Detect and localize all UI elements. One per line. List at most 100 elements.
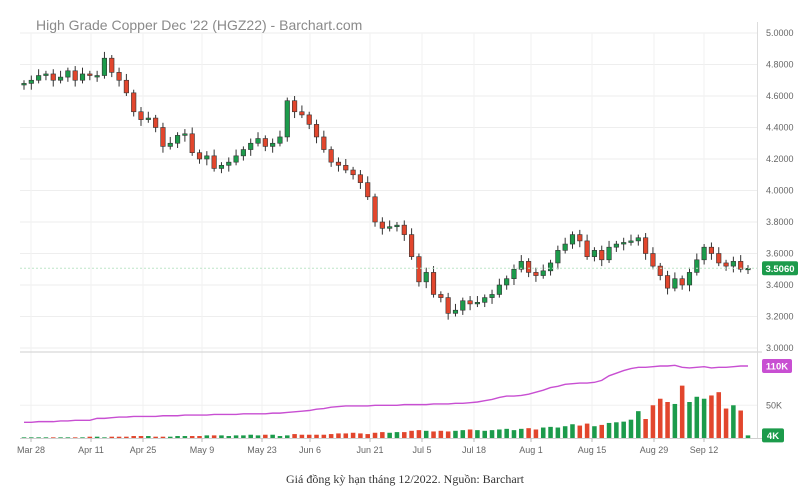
candle	[569, 231, 576, 249]
volume-bar	[124, 436, 129, 438]
x-tick-label: Sep 12	[690, 445, 719, 455]
volume-bar	[709, 395, 714, 438]
volume-bar	[540, 427, 546, 438]
candle	[452, 303, 459, 317]
volume-bar	[657, 398, 663, 438]
volume-bar	[592, 426, 597, 438]
volume-bar	[380, 432, 385, 438]
candle	[394, 222, 400, 232]
volume-bar	[402, 432, 407, 438]
volume-bar	[182, 436, 188, 438]
volume-bar	[211, 435, 217, 438]
volume-bar	[204, 435, 210, 438]
volume-bar	[241, 435, 246, 438]
candle	[270, 138, 276, 153]
candle	[686, 267, 693, 292]
volume-bar	[438, 430, 444, 438]
candle	[657, 262, 663, 281]
volume-bar	[519, 428, 524, 438]
y-tick-label: 4.4000	[766, 123, 794, 133]
candle	[387, 220, 393, 232]
volume-bar	[189, 436, 195, 438]
candle	[738, 255, 744, 273]
candle	[613, 240, 619, 252]
volume-bar	[599, 424, 605, 438]
candle	[635, 234, 641, 246]
y-tick-label: 3.6000	[766, 249, 794, 259]
candle	[335, 157, 342, 172]
volume-bar	[687, 402, 692, 438]
candle	[211, 149, 217, 172]
candle	[401, 220, 407, 241]
volume-bar	[562, 426, 568, 438]
candle	[182, 129, 188, 142]
volume-bar	[167, 436, 173, 438]
y-tick-label: 3.8000	[766, 217, 794, 227]
volume-bar	[102, 437, 107, 438]
candle	[145, 111, 151, 123]
candle	[204, 151, 210, 166]
volume-bar	[650, 405, 656, 438]
x-tick-label: Apr 25	[130, 445, 157, 455]
candle	[94, 70, 100, 82]
candle	[423, 267, 429, 289]
volume-bar	[285, 435, 290, 438]
candle	[255, 132, 261, 147]
volume-bar	[701, 398, 707, 438]
axis-layer: 5.0000 4.8000 4.6000 4.4000 4.2000 4.0000 3.80…	[17, 22, 798, 455]
candle	[577, 229, 583, 248]
volume-bar	[226, 436, 232, 438]
candle	[547, 259, 554, 276]
volume-bar	[314, 434, 319, 438]
volume-bar	[475, 430, 480, 438]
volume-bar	[723, 408, 729, 438]
candle	[248, 138, 254, 156]
candle	[365, 176, 371, 200]
volume-bar	[716, 392, 722, 438]
volume-bar	[548, 426, 553, 438]
candle	[504, 275, 510, 290]
candle	[694, 253, 700, 276]
volume-bar	[36, 437, 41, 438]
volume-bar	[306, 434, 312, 438]
volume-bar	[738, 410, 743, 438]
candle	[299, 105, 305, 119]
volume-bar	[636, 411, 641, 438]
candle	[496, 278, 502, 298]
x-tick-label: Jul 18	[462, 445, 486, 455]
volume-bar	[372, 432, 378, 438]
x-tick-label: Apr 11	[78, 445, 104, 455]
volume-bar	[497, 429, 502, 438]
candle	[643, 233, 649, 260]
candle	[116, 67, 122, 87]
candle	[599, 245, 605, 267]
chart-title: High Grade Copper Dec '22 (HGZ22) - Barc…	[36, 17, 362, 33]
candle	[672, 272, 678, 292]
y-tick-label: 3.0000	[766, 343, 794, 353]
volume-bar	[533, 429, 539, 438]
candle	[57, 70, 64, 84]
candle	[277, 130, 283, 147]
y-tick-label: 3.2000	[766, 312, 794, 322]
candle	[650, 247, 656, 270]
candle	[716, 247, 722, 267]
candle	[606, 240, 612, 263]
volume-bar	[584, 423, 590, 438]
candle	[350, 166, 356, 180]
volume-bar	[336, 433, 341, 438]
candle	[226, 157, 232, 172]
candle	[313, 119, 320, 144]
candle	[72, 66, 78, 87]
last-price-label: 3.5060	[765, 264, 794, 275]
volume-bar	[745, 435, 751, 438]
x-tick-label: May 23	[247, 445, 277, 455]
candle	[416, 253, 422, 287]
volume-bar	[43, 437, 49, 438]
candle	[196, 149, 203, 164]
volume-bar	[387, 432, 392, 438]
volume-bar	[94, 436, 100, 438]
volume-bar	[58, 437, 63, 438]
volume-bar	[328, 434, 334, 438]
candle	[167, 136, 173, 150]
candle	[730, 256, 736, 273]
